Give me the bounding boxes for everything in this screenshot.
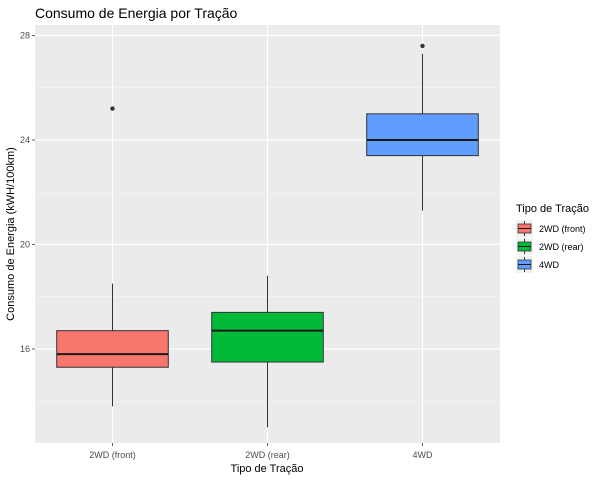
outlier-point: [110, 106, 115, 111]
x-tick-label: 4WD: [413, 450, 434, 460]
x-axis-title: Tipo de Tração: [231, 463, 304, 475]
boxes: [56, 43, 479, 428]
y-tick-label: 28: [20, 30, 30, 40]
x-axis: 2WD (front) 2WD (rear) 4WD: [89, 443, 433, 460]
outlier-point: [420, 43, 425, 49]
legend-label: 2WD (rear): [539, 242, 584, 252]
box-body: [56, 330, 169, 368]
legend-entry: 4WD: [516, 256, 560, 273]
y-tick-label: 20: [20, 239, 30, 249]
x-tick-label: 2WD (front): [89, 450, 136, 460]
legend-title: Tipo de Tração: [516, 203, 589, 215]
y-tick-label: 24: [20, 135, 30, 145]
x-tick-label: 2WD (rear): [245, 450, 290, 460]
box-body: [211, 311, 324, 363]
chart-title: Consumo de Energia por Tração: [35, 5, 238, 21]
box-3: [366, 43, 479, 211]
legend-entry: 2WD (rear): [516, 238, 584, 255]
legend-entry: 2WD (front): [516, 220, 586, 237]
y-tick-label: 16: [20, 344, 30, 354]
legend: Tipo de Tração 2WD (front) 2WD (rear) 4WD: [516, 203, 589, 273]
legend-label: 2WD (front): [539, 224, 586, 234]
y-axis-title: Consumo de Energia (kWH/100km): [5, 147, 17, 321]
legend-label: 4WD: [539, 260, 560, 270]
box-2: [211, 275, 324, 428]
y-axis: 16 20 24 28: [20, 30, 35, 354]
box-1: [56, 106, 169, 407]
box-body: [366, 113, 479, 157]
